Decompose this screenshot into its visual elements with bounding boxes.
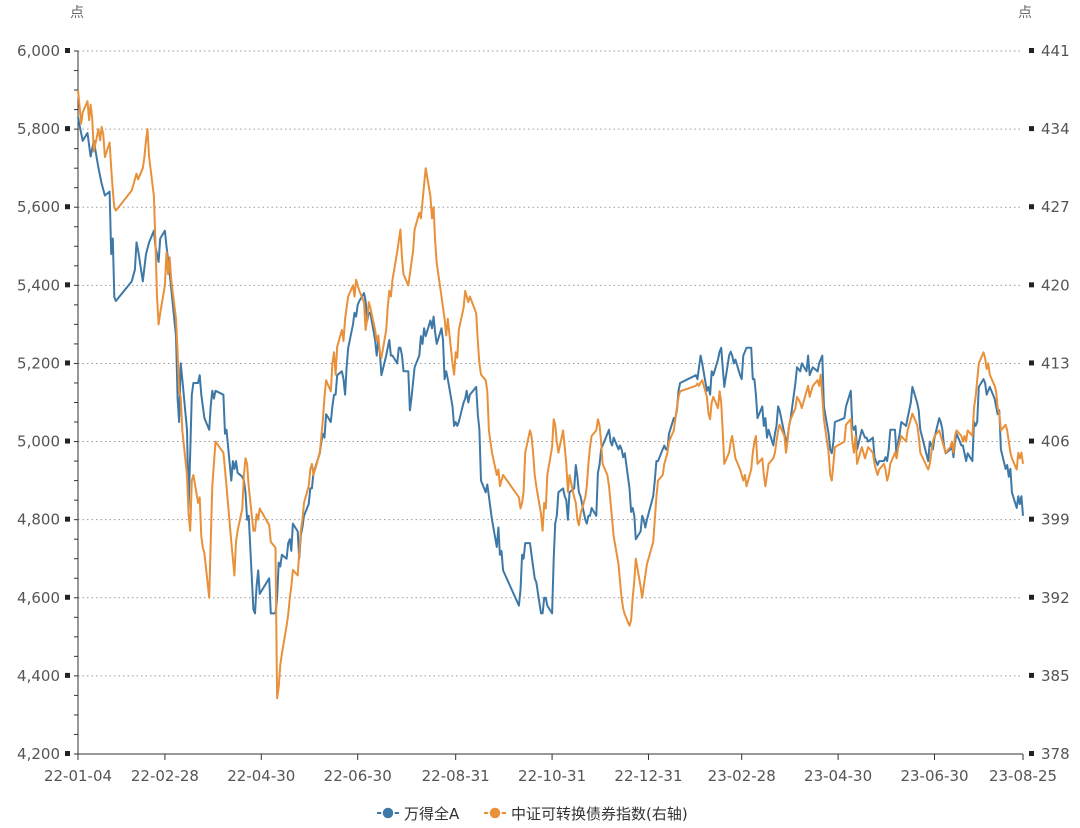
gridlines — [78, 50, 1023, 677]
right-tick-label: 399 — [1041, 511, 1070, 529]
x-tick-label: 22-12-31 — [614, 767, 682, 785]
left-tick-marker — [65, 751, 70, 756]
right-tick-label: 441 — [1041, 42, 1070, 60]
left-tick-label: 4,200 — [17, 745, 60, 763]
x-tick-label: 22-10-31 — [518, 767, 586, 785]
series-lines — [77, 90, 1024, 700]
right-tick-label: 406 — [1041, 433, 1070, 451]
x-tick-label: 22-02-28 — [131, 767, 199, 785]
series-line — [77, 117, 1024, 615]
x-tick-label: 22-01-04 — [44, 767, 112, 785]
right-tick-marker — [1029, 516, 1034, 522]
right-tick-label: 378 — [1041, 745, 1070, 763]
left-tick-label: 4,400 — [17, 667, 60, 685]
x-tick-label: 23-08-25 — [989, 767, 1057, 785]
right-tick-marker — [1029, 438, 1034, 444]
right-tick-label: 392 — [1041, 589, 1070, 607]
left-unit-label: 点 — [70, 5, 84, 21]
left-tick-label: 6,000 — [17, 42, 60, 60]
left-tick-marker — [65, 282, 70, 288]
legend[interactable]: 万得全A 中证可转换债券指数(右轴) — [377, 805, 688, 823]
x-tick-label: 22-06-30 — [324, 767, 392, 785]
right-tick-marker — [1029, 360, 1034, 366]
left-tick-marker — [65, 204, 70, 210]
right-tick-marker — [1029, 672, 1034, 678]
left-tick-marker — [65, 672, 70, 678]
right-tick-marker — [1029, 204, 1034, 210]
right-tick-marker — [1029, 594, 1034, 600]
left-tick-marker — [65, 516, 70, 522]
right-tick-label: 434 — [1041, 120, 1070, 138]
right-tick-label: 427 — [1041, 198, 1070, 216]
left-tick-marker — [65, 126, 70, 132]
right-tick-marker — [1029, 48, 1034, 53]
left-tick-label: 5,800 — [17, 120, 60, 138]
x-tick-label: 22-08-31 — [422, 767, 490, 785]
left-tick-label: 4,600 — [17, 589, 60, 607]
legend-label: 中证可转换债券指数(右轴) — [511, 805, 688, 823]
right-tick-label: 385 — [1041, 667, 1070, 685]
left-tick-marker — [65, 438, 70, 444]
left-tick-label: 5,400 — [17, 276, 60, 294]
left-tick-marker — [65, 594, 70, 600]
series-line — [77, 90, 1024, 700]
x-tick-label: 23-06-30 — [900, 767, 968, 785]
right-unit-label: 点 — [1018, 5, 1032, 21]
right-tick-label: 420 — [1041, 276, 1070, 294]
right-tick-label: 413 — [1041, 354, 1070, 372]
left-tick-label: 4,800 — [17, 511, 60, 529]
left-tick-label: 5,600 — [17, 198, 60, 216]
right-tick-marker — [1029, 126, 1034, 132]
axes: 点 点 4,200 4,400 4,600 4,800 5,000 5,200 5,400 5… — [17, 5, 1070, 785]
legend-label: 万得全A — [404, 805, 460, 823]
right-tick-marker — [1029, 751, 1034, 756]
x-tick-label: 23-02-28 — [708, 767, 776, 785]
legend-marker-circle — [381, 806, 395, 820]
x-tick-label: 22-04-30 — [227, 767, 295, 785]
left-tick-marker — [65, 360, 70, 366]
legend-marker-circle — [488, 806, 502, 820]
left-tick-marker — [65, 48, 70, 53]
x-tick-label: 23-04-30 — [804, 767, 872, 785]
left-tick-label: 5,200 — [17, 354, 60, 372]
left-tick-label: 5,000 — [17, 433, 60, 451]
right-tick-marker — [1029, 282, 1034, 288]
